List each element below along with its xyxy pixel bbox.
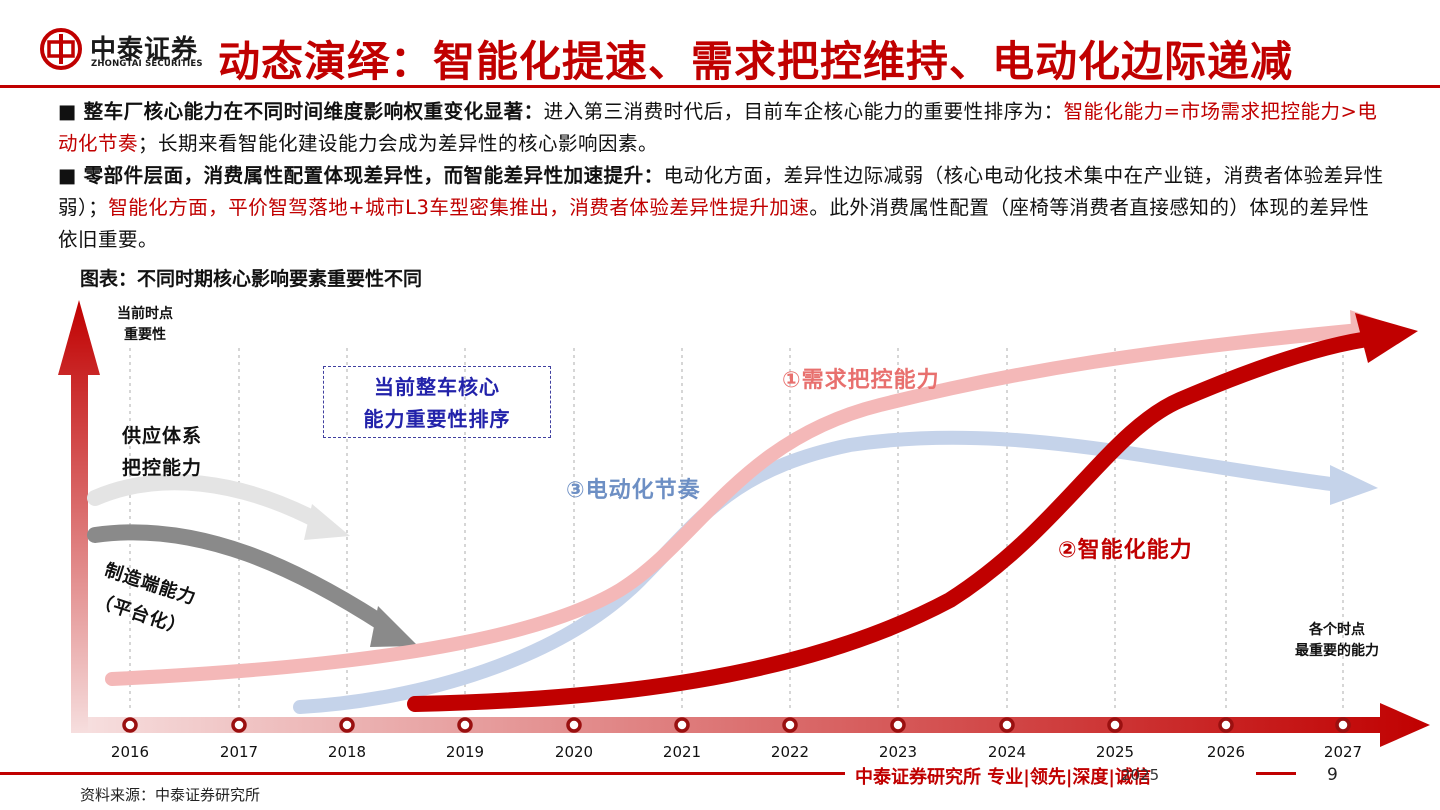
bullet-2-text-a: 电动化方面，差异性边际减弱（核心电动化技术集中在产业链，消费者体验差异性弱）； xyxy=(58,164,1384,219)
bullet-square-icon: ■ xyxy=(58,164,84,187)
year-label: 2027 xyxy=(1323,743,1363,761)
logo-chinese-name: 中泰证券 xyxy=(90,35,199,65)
year-label: 2021 xyxy=(662,743,702,761)
year-label: 2025 xyxy=(1095,743,1135,761)
year-label: 2022 xyxy=(770,743,810,761)
demand-control-curve xyxy=(105,310,1400,686)
importance-diagram xyxy=(58,300,1430,747)
ev-rhythm-curve xyxy=(293,430,1378,714)
page-number: 9 xyxy=(1327,765,1338,785)
year-markers xyxy=(122,717,1351,733)
current-ranking-box: 当前整车核心 能力重要性排序 xyxy=(323,366,551,438)
demand-control-label: ①需求把控能力 xyxy=(782,368,940,393)
year-label: 2020 xyxy=(554,743,594,761)
y-axis-label: 当前时点 重要性 xyxy=(117,306,173,343)
figure-title: 图表：不同时期核心影响要素重要性不同 xyxy=(80,268,423,290)
bullet-1-text-b: ；长期来看智能化建设能力会成为差异性的核心影响因素。 xyxy=(138,132,659,155)
footer-slogan: 中泰证券研究所 专业|领先|深度|诚信 xyxy=(855,767,1151,788)
bullet-square-icon: ■ xyxy=(58,100,84,123)
year-label: 2024 xyxy=(987,743,1027,761)
year-label: 2016 xyxy=(110,743,150,761)
year-gridlines xyxy=(129,348,1344,712)
bullet-item-1: ■ 整车厂核心能力在不同时间维度影响权重变化显著：进入第三消费时代后，目前车企核… xyxy=(58,96,1388,160)
header-divider xyxy=(0,85,1440,88)
bullet-2-text-b: 。此外消费属性配置（座椅等消费者直接感知的）体现的差异性依旧重要。 xyxy=(58,196,1370,251)
ev-rhythm-label: ③电动化节奏 xyxy=(566,478,701,503)
manufacturing-arrow xyxy=(87,524,418,647)
smart-capability-curve xyxy=(407,313,1418,712)
source-note: 资料来源：中泰证券研究所 xyxy=(80,786,261,804)
year-label: 2026 xyxy=(1206,743,1246,761)
bullet-2-highlight: 智能化方面，平价智驾落地+城市L3车型密集推出，消费者体验差异性提升加速 xyxy=(108,196,810,219)
logo-english-name: ZHONGTAI SECURITIES xyxy=(91,59,203,69)
supply-control-arrow xyxy=(87,474,350,540)
year-label: 2018 xyxy=(327,743,367,761)
bullet-1-text-a: 进入第三消费时代后，目前车企核心能力的重要性排序为： xyxy=(543,100,1064,123)
company-logo: 中泰证券 ZHONGTAI SECURITIES xyxy=(40,26,220,76)
supply-control-label: 供应体系 把控能力 xyxy=(122,425,203,479)
bullet-list: ■ 整车厂核心能力在不同时间维度影响权重变化显著：进入第三消费时代后，目前车企核… xyxy=(58,96,1388,256)
bullet-2-lead: 零部件层面，消费属性配置体现差异性，而智能差异性加速提升： xyxy=(83,164,664,187)
bullet-item-2: ■ 零部件层面，消费属性配置体现差异性，而智能差异性加速提升：电动化方面，差异性… xyxy=(58,160,1388,256)
y-axis-arrow xyxy=(58,300,100,733)
bullet-1-highlight: 智能化能力=市场需求把控能力>电动化节奏 xyxy=(58,100,1378,155)
year-label: 2023 xyxy=(878,743,918,761)
year-label: 2017 xyxy=(219,743,259,761)
bullet-1-lead: 整车厂核心能力在不同时间维度影响权重变化显著： xyxy=(83,100,544,123)
smart-capability-label: ②智能化能力 xyxy=(1058,538,1193,563)
zhongtai-logo-icon xyxy=(40,28,82,70)
footer-rule-right xyxy=(1256,772,1296,775)
x-axis-label: 各个时点 最重要的能力 xyxy=(1295,622,1379,659)
footer-year: 2025 xyxy=(1121,766,1160,784)
footer-rule-left xyxy=(0,772,845,775)
page-title: 动态演绎：智能化提速、需求把控维持、电动化边际递减 xyxy=(218,37,1294,86)
year-label: 2019 xyxy=(445,743,485,761)
x-axis-arrow xyxy=(88,703,1430,747)
